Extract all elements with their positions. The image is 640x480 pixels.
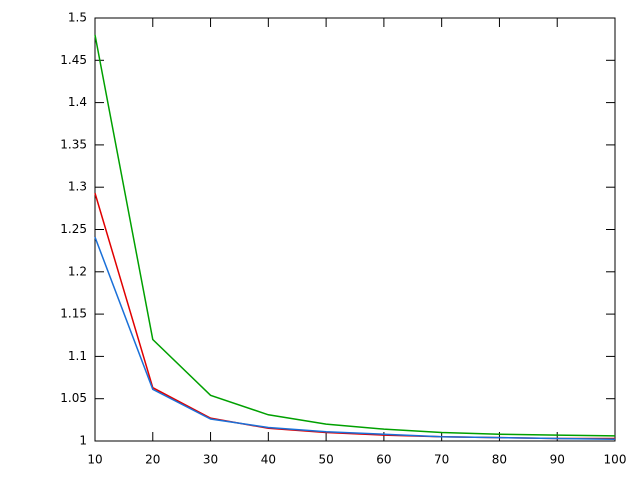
- x-tick-label: 20: [145, 453, 160, 467]
- x-tick-label: 80: [492, 453, 507, 467]
- x-tick-label: 60: [376, 453, 391, 467]
- x-tick-label: 100: [604, 453, 627, 467]
- y-tick-label: 1.5: [68, 11, 87, 25]
- y-tick-label: 1: [79, 434, 87, 448]
- series-line: [94, 236, 616, 441]
- y-tick-label: 1.4: [68, 95, 87, 109]
- x-tick-label: 50: [318, 453, 333, 467]
- x-tick-label: 40: [261, 453, 276, 467]
- y-tick-label: 1.2: [68, 264, 87, 278]
- x-tick-label: 90: [550, 453, 565, 467]
- x-tick-label: 10: [87, 453, 102, 467]
- x-tick-label: 30: [203, 453, 218, 467]
- y-tick-label: 1.35: [60, 137, 87, 151]
- y-tick-label: 1.25: [60, 222, 87, 236]
- y-tick-label: 1.05: [60, 391, 87, 405]
- series-line: [94, 34, 616, 437]
- y-tick-label: 1.1: [68, 349, 87, 363]
- plot-border: [94, 17, 616, 442]
- y-tick-label: 1.3: [68, 180, 87, 194]
- series-line: [94, 192, 615, 440]
- y-tick-label: 1.45: [60, 53, 87, 67]
- x-tick-label: 70: [434, 453, 449, 467]
- y-tick-label: 1.15: [60, 307, 87, 321]
